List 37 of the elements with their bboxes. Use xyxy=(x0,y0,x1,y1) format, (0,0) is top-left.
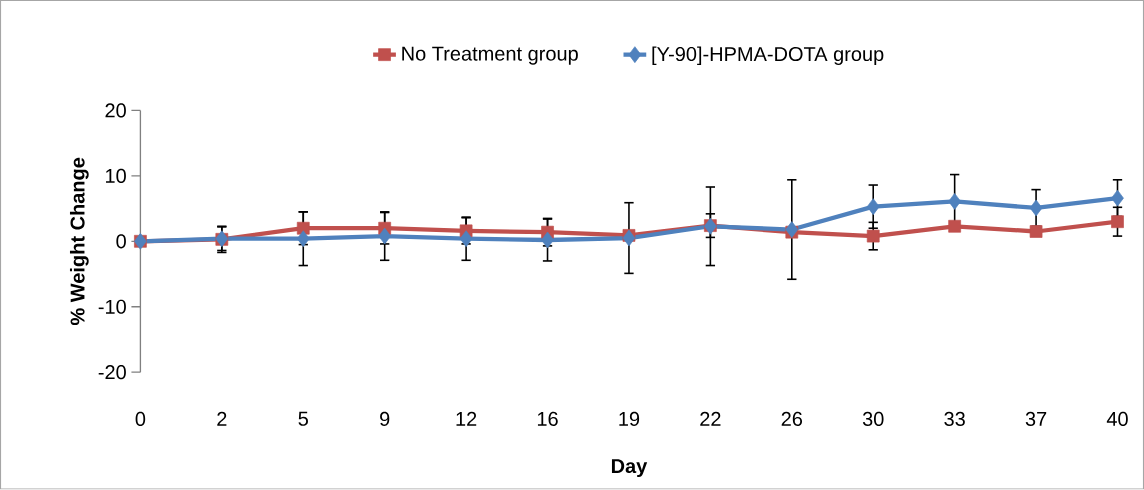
x-tick-label: 37 xyxy=(1025,412,1047,427)
y-tick-label: -10 xyxy=(98,299,126,315)
point xyxy=(296,230,310,248)
point xyxy=(1029,225,1043,239)
x-tick-label: 0 xyxy=(135,412,146,427)
legend-label: [Y-90]-HPMA-DOTA group xyxy=(652,46,884,66)
x-tick-label: 40 xyxy=(1106,412,1128,427)
point xyxy=(948,193,961,210)
point xyxy=(541,231,554,249)
x-tick-label: 12 xyxy=(456,412,477,426)
point xyxy=(785,221,799,239)
x-tick-label: 2 xyxy=(217,412,227,426)
x-tick-label: 22 xyxy=(700,412,721,426)
x-axis-title: Day xyxy=(611,459,648,478)
legend-label: No Treatment group xyxy=(402,46,578,65)
point xyxy=(378,227,392,245)
point xyxy=(866,229,880,243)
x-tick-label: 9 xyxy=(380,412,390,427)
point xyxy=(1111,215,1124,229)
point xyxy=(1029,199,1043,217)
y-tick-label: 20 xyxy=(105,103,126,118)
x-tick-label: 16 xyxy=(537,412,558,427)
point xyxy=(948,220,961,233)
point xyxy=(1111,189,1124,207)
x-tick-label: 30 xyxy=(862,412,884,427)
x-tick-label: 33 xyxy=(944,412,965,427)
point xyxy=(459,230,473,248)
y-tick-label: 0 xyxy=(116,234,126,249)
point xyxy=(866,198,880,216)
x-tick-label: 19 xyxy=(619,412,640,427)
y-tick-label: -20 xyxy=(98,365,126,380)
y-tick-label: 10 xyxy=(106,168,126,184)
point xyxy=(622,229,636,247)
y-axis-title: % Weight Change xyxy=(69,158,89,326)
x-tick-label: 26 xyxy=(781,412,803,427)
x-tick-label: 5 xyxy=(298,412,308,426)
point xyxy=(296,222,310,235)
